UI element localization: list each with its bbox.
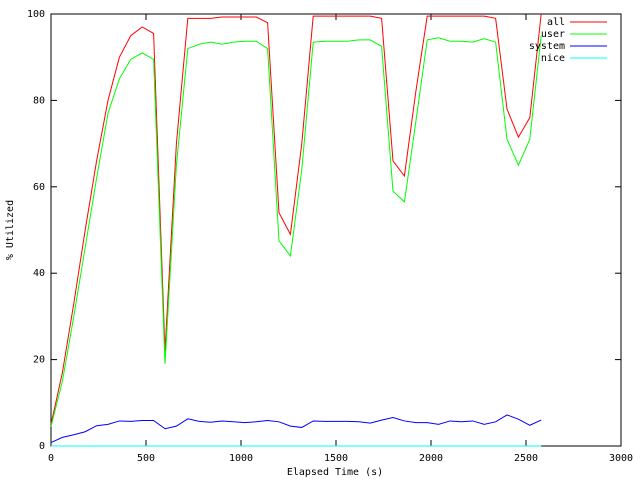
x-tick-label: 2000 [419,453,443,464]
x-tick-label: 1500 [324,453,348,464]
legend-label: system [529,41,565,52]
y-tick-label: 100 [27,9,45,20]
y-tick-label: 0 [39,441,45,452]
x-tick-label: 2500 [514,453,538,464]
x-axis-label: Elapsed Time (s) [287,467,383,478]
series-line [50,35,542,427]
x-tick-label: 0 [48,453,54,464]
y-tick-label: 60 [33,182,45,193]
y-tick-label: 20 [33,355,45,366]
legend-label: nice [541,53,565,64]
x-tick-label: 1000 [229,453,253,464]
series-line [50,414,542,443]
legend-label: user [541,29,565,40]
series-line [50,13,542,425]
x-tick-label: 500 [137,453,155,464]
y-axis-label: % Utilized [5,200,16,260]
x-tick-label: 3000 [609,453,633,464]
legend-label: all [547,17,565,28]
y-tick-label: 80 [33,95,45,106]
y-tick-label: 40 [33,268,45,279]
